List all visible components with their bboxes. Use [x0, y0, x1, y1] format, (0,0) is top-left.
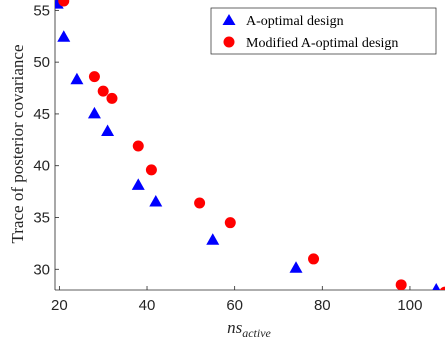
a-optimal-point	[101, 124, 115, 137]
modified-a-optimal-point	[145, 164, 157, 176]
a-optimal-point	[55, 0, 64, 9]
modified-a-optimal-point	[132, 140, 144, 152]
modified-a-optimal-point	[58, 0, 70, 7]
modified-a-optimal-point	[106, 92, 118, 104]
modified-a-optimal-point	[308, 253, 320, 265]
y-tick-label: 40	[33, 158, 50, 175]
y-tick-label: 50	[33, 54, 50, 71]
y-tick-label: 35	[33, 210, 50, 227]
a-optimal-point	[57, 30, 71, 42]
legend-circle-marker	[223, 36, 235, 48]
legend: A-optimal design Modified A-optimal desi…	[210, 7, 437, 55]
modified-a-optimal-point	[395, 279, 407, 290]
modified-a-optimal-point	[88, 71, 100, 83]
x-axis-ticks: 20 40 60 80 100	[51, 286, 422, 314]
a-optimal-point	[87, 106, 101, 119]
x-tick-label: 100	[397, 297, 422, 314]
y-tick-label: 30	[33, 261, 50, 278]
y-tick-label: 55	[33, 2, 50, 19]
legend-label-modified-a-optimal: Modified A-optimal design	[246, 36, 398, 51]
x-axis-label: nsactive	[227, 318, 271, 340]
legend-triangle-marker	[222, 14, 236, 25]
modified-a-optimal-point	[194, 197, 206, 209]
x-axis-label-main: ns	[227, 318, 243, 337]
x-axis-label-subscript: active	[242, 326, 271, 340]
modified-a-optimal-point	[97, 85, 109, 97]
a-optimal-point	[432, 283, 441, 290]
x-tick-label: 60	[226, 297, 243, 314]
y-tick-label: 45	[33, 106, 50, 123]
y-axis-label: Trace of posterior covariance	[8, 44, 27, 243]
modified-a-optimal-point	[224, 217, 236, 229]
x-tick-label: 80	[314, 297, 331, 314]
a-optimal-point	[149, 194, 163, 207]
axes	[54, 0, 445, 291]
legend-label-a-optimal: A-optimal design	[246, 14, 344, 29]
a-optimal-point	[206, 233, 220, 245]
a-optimal-point	[70, 72, 84, 85]
x-tick-label: 20	[51, 297, 68, 314]
y-axis-ticks: 30 35 40 45 50 55	[33, 2, 59, 278]
a-optimal-point	[289, 261, 303, 273]
x-tick-label: 40	[139, 297, 156, 314]
data-points	[55, 0, 445, 290]
legend-box	[210, 7, 437, 55]
a-optimal-point	[131, 178, 145, 190]
modified-a-optimal-point	[439, 286, 445, 290]
